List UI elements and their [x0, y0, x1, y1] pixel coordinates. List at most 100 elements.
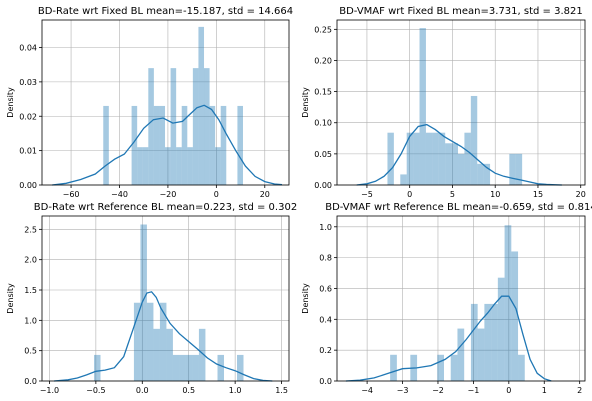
y-tick-label: 0.04 [19, 44, 37, 53]
histogram-bar [103, 105, 109, 185]
axes-frame [336, 215, 586, 382]
y-tick-label: 0.6 [319, 284, 332, 293]
chart-title: BD-VMAF wrt Fixed BL mean=3.731, std = 3… [339, 6, 582, 17]
y-tick-label: 0.5 [24, 347, 37, 356]
histogram-bar [159, 105, 166, 185]
x-tick-label: 0.5 [182, 386, 195, 395]
histogram-bar [179, 354, 186, 381]
histogram-bar [477, 163, 484, 185]
x-tick-label: 20 [576, 190, 586, 199]
histogram-bar [504, 225, 512, 381]
histogram-bar [140, 224, 147, 381]
x-tick-label: 0.0 [136, 386, 149, 395]
histogram-bar [187, 147, 193, 185]
y-axis-label: Density [301, 283, 310, 314]
histogram-bar [438, 132, 446, 185]
y-tick-label: 0.20 [314, 56, 332, 65]
x-tick-label: 0 [214, 190, 219, 199]
histogram-bar [497, 277, 505, 381]
y-tick-label: 0.4 [319, 315, 332, 324]
histogram-bar [146, 302, 154, 381]
x-tick-label: 2 [577, 386, 582, 395]
x-tick-label: −1.0 [40, 386, 59, 395]
chart-panel-2: −5 0 5 10 15 20 0.00 0.05 0.10 0.15 0.20 0.25 BD-VMA… [301, 6, 586, 199]
histogram-bar [220, 105, 227, 185]
x-tick-label: −40 [111, 190, 128, 199]
histogram-bar [458, 153, 465, 185]
x-tick-label: 1.0 [229, 386, 242, 395]
kde-line [356, 123, 562, 186]
y-tick-label: 1.0 [24, 316, 37, 325]
y-tick-label: 1.5 [24, 286, 37, 295]
chart-title: BD-VMAF wrt Reference BL mean=-0.659, st… [325, 202, 592, 213]
y-tick-label: 0.0 [24, 377, 37, 386]
histogram-bar [518, 354, 525, 381]
y-tick-label: 0.10 [314, 119, 332, 128]
histogram-bar [483, 163, 491, 185]
histogram-bar [185, 354, 193, 381]
axes-frame [336, 19, 586, 186]
x-tick-label: −1 [468, 386, 480, 395]
y-tick-label: 0.2 [319, 346, 332, 355]
histogram-bar [457, 328, 465, 381]
histogram-bar [176, 147, 182, 185]
kde-line [54, 291, 273, 382]
y-tick-label: 0.15 [314, 88, 332, 97]
x-tick-label: −5 [361, 190, 373, 199]
histogram-bar [159, 302, 167, 381]
x-tick-label: −0.5 [86, 386, 105, 395]
y-tick-label: 0.0 [319, 377, 332, 386]
histogram-bar [153, 105, 160, 185]
histogram-bar [425, 132, 433, 185]
histogram-bar [215, 147, 221, 185]
histogram-bar [491, 303, 498, 381]
x-tick-label: −3 [397, 386, 409, 395]
histogram-bar [484, 303, 492, 381]
y-tick-label: 0.00 [314, 181, 332, 190]
histogram-bar [445, 143, 452, 185]
histogram-bar [387, 132, 394, 185]
x-tick-label: 1.5 [275, 386, 288, 395]
y-tick-label: 2.5 [24, 225, 37, 234]
y-axis-label: Density [301, 87, 310, 118]
x-tick-label: 20 [260, 190, 270, 199]
x-tick-label: 1 [542, 386, 547, 395]
x-tick-label: −4 [361, 386, 373, 395]
x-tick-label: 15 [533, 190, 543, 199]
histogram-bar [464, 132, 471, 185]
histogram-bar [470, 95, 478, 185]
histogram-bar [172, 354, 180, 381]
histogram-bar [166, 328, 173, 381]
histogram-bar [131, 105, 138, 185]
histogram-bar [509, 153, 516, 185]
histogram-bar [470, 303, 478, 381]
chart-panel-1: −60 −40 −20 0 20 0.00 0.01 0.02 0.03 0.04 BD-Rate … [6, 6, 293, 199]
histogram-bar [137, 147, 143, 185]
histogram-bar [204, 68, 210, 185]
y-tick-label: 0.25 [314, 25, 332, 34]
histogram-bar [133, 302, 141, 381]
histogram-bar [94, 354, 101, 381]
kde-line [345, 295, 552, 382]
x-tick-label: 5 [450, 190, 455, 199]
axes-frame [41, 19, 290, 186]
chart-title: BD-Rate wrt Reference BL mean=0.223, std… [34, 202, 297, 213]
histogram-bar [142, 147, 149, 185]
histogram-bar [165, 147, 171, 185]
histogram-bar [390, 354, 397, 381]
chart-title: BD-Rate wrt Fixed BL mean=-15.187, std =… [38, 6, 293, 17]
histogram-bar [148, 68, 154, 185]
histogram-bar [209, 105, 216, 185]
histogram-bar [237, 354, 244, 381]
histogram-bar [237, 105, 243, 185]
chart-panel-3: −1.0 −0.5 0.0 0.5 1.0 1.5 0.0 0.5 1.0 1.5 2.0 2.5 BD… [6, 202, 297, 395]
histogram-bar [432, 132, 439, 185]
histogram-bar [515, 153, 523, 185]
histogram-bar [511, 251, 519, 381]
chart-panel-4: −4 −3 −2 −1 0 1 2 0.0 0.2 0.4 0.6 0.8 1.0 BD-VMAF wrt… [301, 202, 592, 395]
histogram-bar [406, 132, 414, 185]
axes-frame [41, 215, 290, 382]
y-tick-label: 0.8 [319, 254, 332, 263]
y-tick-label: 0.00 [19, 181, 37, 190]
